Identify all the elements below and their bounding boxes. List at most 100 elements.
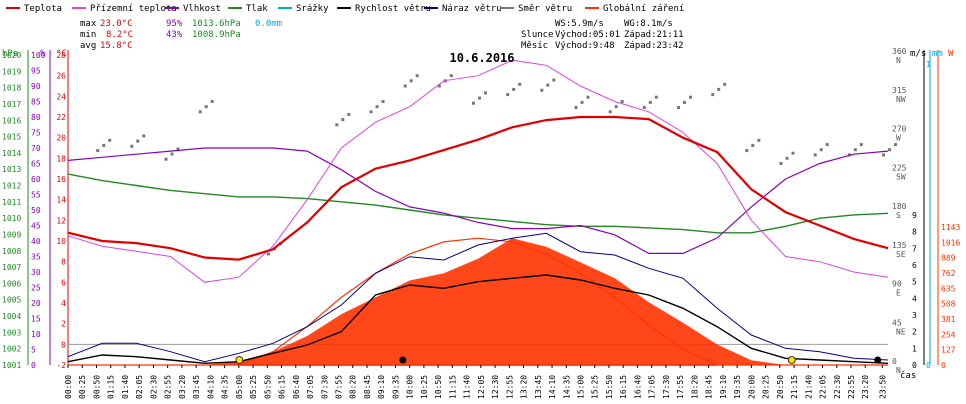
tick-temperature: -2 <box>56 361 66 370</box>
x-tick-label: 10:50 <box>434 375 443 399</box>
legend-label-teplota: Teplota <box>24 4 62 14</box>
tick-pressure: 1002 <box>2 345 21 354</box>
tick-pressure: 1008 <box>2 247 21 256</box>
tick-pressure: 1016 <box>2 116 21 125</box>
legend-label-srazky: Srážky <box>296 4 329 14</box>
unit-w: W <box>948 49 954 59</box>
x-tick-label: 18:45 <box>705 375 714 399</box>
wind-direction-point <box>677 106 680 109</box>
wind-direction-point <box>369 110 373 114</box>
x-tick-label: 07:05 <box>306 375 315 399</box>
x-tick-label: 00:00 <box>64 375 73 399</box>
x-tick-label: 21:40 <box>804 375 813 399</box>
wind-direction-point <box>552 78 556 82</box>
tick-temperature: 4 <box>61 299 66 308</box>
tick-wind-dir: 270 <box>892 125 907 134</box>
wind-direction-point <box>654 95 658 99</box>
wind-direction-point <box>409 79 413 83</box>
wind-direction-point <box>204 105 208 109</box>
wind-direction-point <box>198 110 202 114</box>
tick-humidity: 5 <box>31 346 36 355</box>
x-tick-label: 00:25 <box>78 375 87 399</box>
tick-pressure: 1001 <box>2 361 21 370</box>
wind-direction-point <box>335 123 339 127</box>
x-tick-label: 01:40 <box>121 375 130 399</box>
tick-radiation: 762 <box>941 269 956 278</box>
tick-humidity: 65 <box>31 160 41 169</box>
x-tick-label: 05:50 <box>263 375 272 399</box>
tick-wind-dir: 225 <box>892 163 907 172</box>
tick-temperature: 12 <box>56 216 66 225</box>
x-tick-label: 12:55 <box>505 375 514 399</box>
tick-wind-speed: 5 <box>912 278 917 287</box>
tick-temperature: 22 <box>56 113 66 122</box>
tick-temperature: 18 <box>56 154 66 163</box>
wind-direction-point <box>164 157 168 161</box>
tick-pressure: 1003 <box>2 328 21 337</box>
wind-direction-point <box>341 118 345 122</box>
tick-temperature: 16 <box>56 175 66 184</box>
wind-direction-point <box>791 151 795 155</box>
stat-min-hum: 43% <box>166 30 183 40</box>
wind-direction-point <box>108 138 112 142</box>
tick-wind-dir-label: N <box>896 56 901 65</box>
tick-wind-dir: 135 <box>892 241 907 250</box>
wind-direction-point <box>683 100 686 104</box>
x-tick-label: 05:00 <box>235 375 244 399</box>
x-tick-label: 22:30 <box>833 375 842 399</box>
wind-direction-point <box>437 84 441 88</box>
x-tick-label: 23:20 <box>861 375 870 399</box>
wind-direction-point <box>614 105 618 109</box>
x-tick-label: 08:20 <box>349 375 358 399</box>
info-moon-rise: Východ:9:48 <box>555 41 615 51</box>
wind-direction-point <box>506 93 510 97</box>
tick-pressure: 1009 <box>2 230 21 239</box>
x-tick-label: 20:00 <box>747 375 756 399</box>
wind-direction-point <box>723 82 727 86</box>
tick-temperature: 8 <box>61 258 66 267</box>
tick-wind-dir-label: SE <box>896 250 906 259</box>
wind-direction-point <box>478 96 481 100</box>
wind-direction-point <box>130 144 134 148</box>
x-tick-label: 18:20 <box>690 375 699 399</box>
x-tick-label: 15:25 <box>591 375 600 399</box>
tick-humidity: 75 <box>31 129 41 138</box>
astro-info: WS:5.9m/s WG:8.1m/s Slunce Východ:05:01 … <box>521 19 684 51</box>
wind-direction-point <box>102 143 106 147</box>
x-tick-label: 11:40 <box>463 375 472 399</box>
tick-wind-dir: 45 <box>892 318 902 327</box>
x-tick-label: 06:15 <box>278 375 287 399</box>
wind-direction-point <box>745 149 749 153</box>
tick-humidity: 0 <box>31 361 36 370</box>
wind-direction-point <box>757 138 761 142</box>
x-tick-label: 03:20 <box>178 375 187 399</box>
wind-direction-point <box>882 153 885 157</box>
wind-direction-point <box>170 152 174 156</box>
wind-direction-point <box>608 110 612 114</box>
wind-direction-point <box>403 84 407 88</box>
x-tick-label: 00:50 <box>93 375 102 399</box>
x-tick-label: 14:35 <box>562 375 571 399</box>
tick-radiation: 127 <box>941 346 956 355</box>
x-tick-label: 09:35 <box>391 375 400 399</box>
x-tick-label: 04:10 <box>206 375 215 399</box>
tick-temperature: 28 <box>56 51 66 60</box>
x-tick-label: 13:20 <box>520 375 529 399</box>
tick-radiation: 1143 <box>941 223 960 232</box>
tick-humidity: 20 <box>31 299 41 308</box>
wind-direction-point <box>136 139 140 143</box>
x-tick-label: 16:40 <box>633 375 642 399</box>
tick-pressure: 1015 <box>2 133 21 142</box>
sunrise-marker <box>235 356 244 364</box>
tick-pressure: 1006 <box>2 279 21 288</box>
tick-humidity: 85 <box>31 98 41 107</box>
wind-direction-point <box>648 100 652 104</box>
series-wind-speed <box>67 274 889 365</box>
tick-wind-dir-label: W <box>896 134 901 143</box>
wind-direction-point <box>859 143 863 147</box>
info-sun-label: Slunce <box>521 30 554 40</box>
stat-max-press: 1013.6hPa <box>192 19 241 29</box>
tick-temperature: 20 <box>56 134 66 143</box>
